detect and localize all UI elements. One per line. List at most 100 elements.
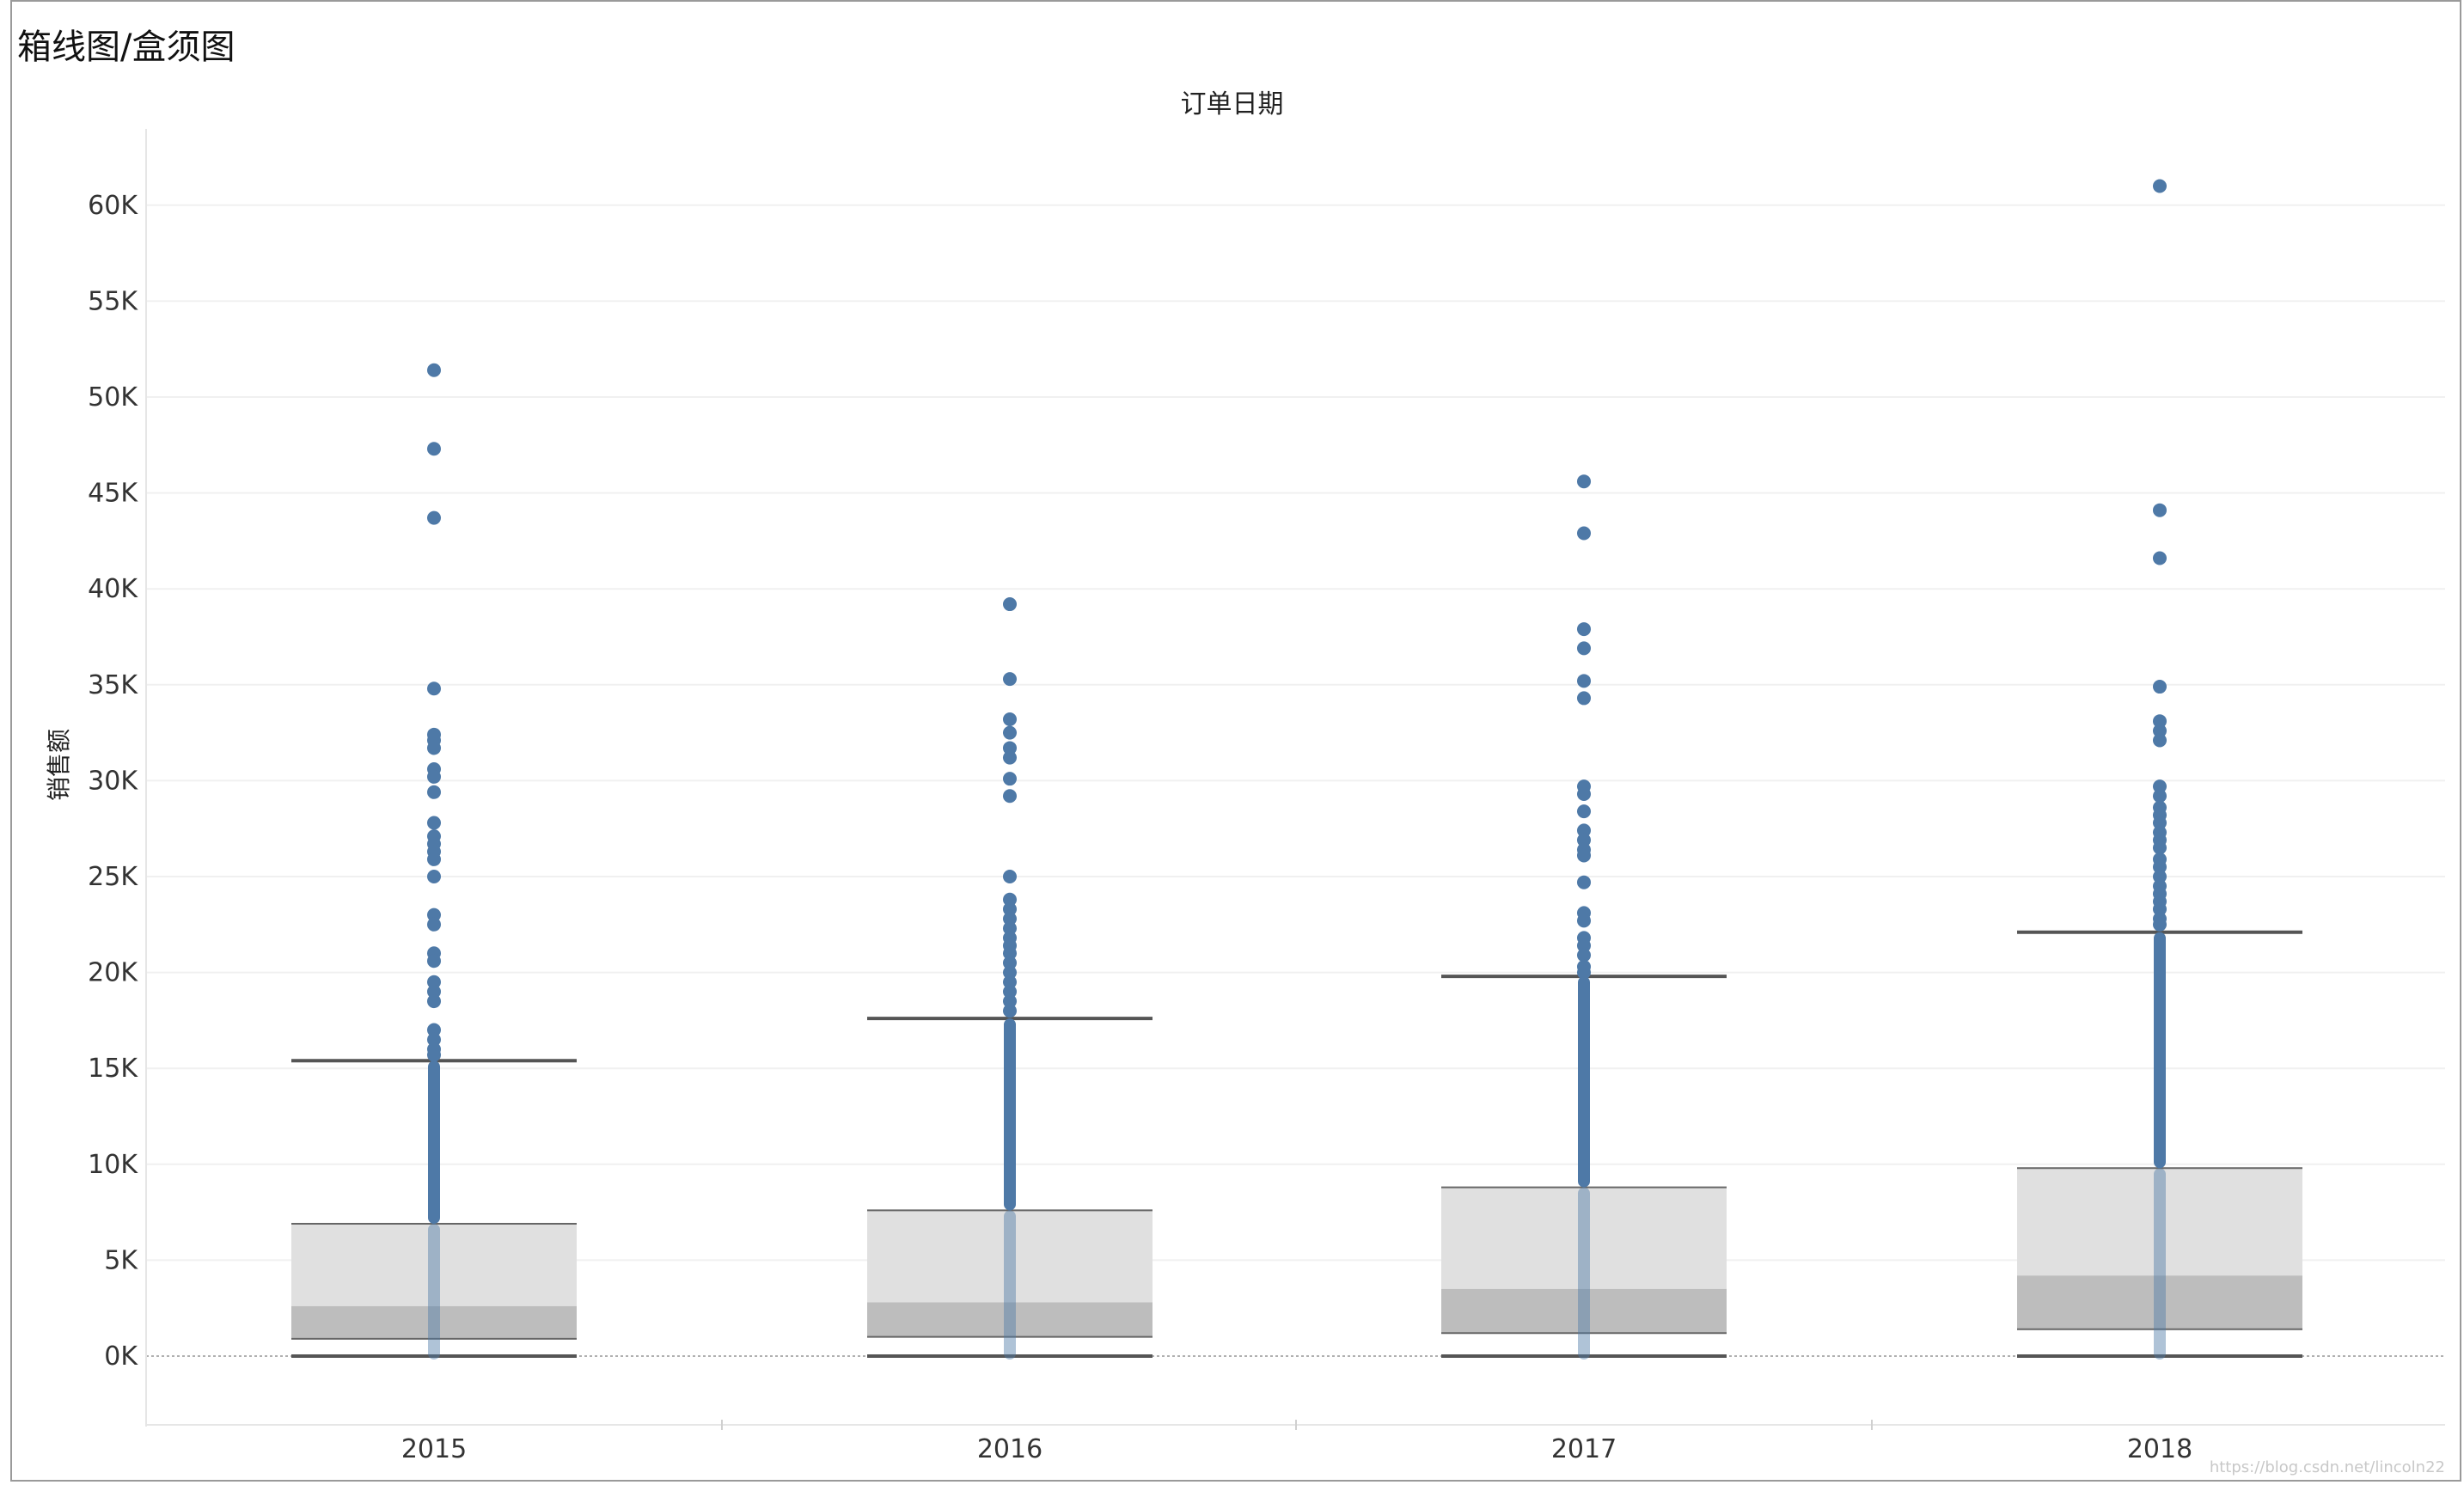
outlier-point-2017-17: [1577, 938, 1591, 953]
y-tick-label-5K: 5K: [104, 1245, 138, 1275]
outlier-point-2015-15: [427, 870, 441, 883]
x-tick-label-2016: 2016: [977, 1434, 1042, 1464]
outlier-point-2016-1: [1003, 672, 1017, 687]
outlier-point-2018-21: [2153, 901, 2167, 916]
outlier-point-2015-1: [427, 442, 441, 456]
outlier-point-2017-10: [1577, 833, 1591, 847]
outlier-point-2018-8: [2153, 789, 2167, 804]
outlier-point-2015-2: [427, 510, 441, 525]
outlier-point-2015-8: [427, 769, 441, 784]
outlier-point-2016-15: [1003, 946, 1017, 961]
outlier-point-2017-20: [1577, 965, 1591, 980]
box-lower-2018: [2017, 1275, 2302, 1329]
boxes: [291, 930, 2302, 1358]
outlier-point-2016-21: [1003, 1004, 1017, 1018]
outlier-point-2018-6: [2153, 733, 2167, 748]
outlier-point-2018-0: [2153, 179, 2167, 193]
outlier-point-2017-13: [1577, 875, 1591, 889]
outlier-point-2016-18: [1003, 975, 1017, 989]
outlier-point-2016-7: [1003, 789, 1017, 804]
point-strip-inbox-2018: [2154, 1168, 2166, 1360]
y-tick-label-50K: 50K: [88, 382, 138, 412]
box-upper-2015: [291, 1223, 577, 1306]
outlier-point-2017-3: [1577, 641, 1591, 656]
point-strip-2018: [2154, 932, 2166, 1169]
outlier-point-2016-4: [1003, 741, 1017, 755]
outlier-point-2015-23: [427, 1023, 441, 1037]
outlier-point-2015-16: [427, 908, 441, 922]
point-strip-2017: [1578, 976, 1590, 1188]
outlier-point-2016-5: [1003, 750, 1017, 765]
box-upper-2017: [1441, 1187, 1727, 1289]
y-tick-label-15K: 15K: [88, 1054, 138, 1084]
y-tick-label-45K: 45K: [88, 479, 138, 509]
outlier-point-2015-21: [427, 984, 441, 999]
outlier-point-2018-1: [2153, 503, 2167, 517]
outlier-point-2016-9: [1003, 892, 1017, 907]
outlier-point-2017-15: [1577, 914, 1591, 928]
box-lower-2015: [291, 1305, 577, 1339]
outlier-point-2017-4: [1577, 674, 1591, 688]
outlier-point-2016-8: [1003, 870, 1017, 883]
x-tick-label-2018: 2018: [2127, 1434, 2192, 1464]
outlier-point-2015-3: [427, 681, 441, 696]
point-strip-inbox-2015: [428, 1223, 440, 1360]
outlier-point-2016-12: [1003, 921, 1017, 936]
point-strip-2016: [1004, 1018, 1016, 1211]
outlier-point-2015-9: [427, 785, 441, 799]
outlier-point-2018-16: [2153, 859, 2167, 874]
outlier-point-2015-22: [427, 994, 441, 1009]
y-tick-label-60K: 60K: [88, 191, 138, 221]
outlier-point-2015-19: [427, 954, 441, 969]
outlier-point-2016-0: [1003, 597, 1017, 612]
outlier-point-2015-26: [427, 1048, 441, 1062]
box-lower-2017: [1441, 1288, 1727, 1334]
outlier-point-2017-18: [1577, 948, 1591, 962]
outlier-point-2016-10: [1003, 901, 1017, 916]
y-tick-label-20K: 20K: [88, 958, 138, 988]
outlier-point-2017-0: [1577, 474, 1591, 489]
y-tick-label-10K: 10K: [88, 1150, 138, 1180]
box-lower-2016: [867, 1302, 1153, 1337]
y-tick-label-25K: 25K: [88, 862, 138, 892]
outlier-point-2016-2: [1003, 712, 1017, 726]
outlier-point-2015-10: [427, 816, 441, 830]
outlier-point-2017-9: [1577, 823, 1591, 838]
y-tick-label-30K: 30K: [88, 766, 138, 796]
outlier-point-2017-5: [1577, 691, 1591, 706]
outlier-point-2018-23: [2153, 917, 2167, 932]
watermark: https://blog.csdn.net/lincoln22: [2209, 1458, 2445, 1476]
outlier-point-2018-3: [2153, 680, 2167, 694]
outlier-point-2017-12: [1577, 848, 1591, 863]
outlier-point-2016-3: [1003, 725, 1017, 740]
y-axis-ticks: 0K 5K 10K 15K 20K 25K 30K 35K 40K 45K 50K 55K 60K: [88, 191, 138, 1372]
outlier-point-2015-20: [427, 975, 441, 989]
outlier-point-2018-7: [2153, 779, 2167, 794]
box-upper-2018: [2017, 1168, 2302, 1276]
outlier-point-2017-7: [1577, 787, 1591, 802]
gridlines: [145, 129, 2445, 1430]
outlier-point-2018-5: [2153, 724, 2167, 738]
y-tick-label-35K: 35K: [88, 670, 138, 700]
outlier-point-2016-19: [1003, 984, 1017, 999]
outlier-point-2017-2: [1577, 622, 1591, 637]
point-strip-inbox-2016: [1004, 1210, 1016, 1360]
column-header: 订单日期: [1180, 89, 1284, 119]
box-upper-2016: [867, 1210, 1153, 1303]
outlier-point-2017-8: [1577, 804, 1591, 819]
x-axis-ticks: 2015 2016 2017 2018: [401, 1434, 2192, 1464]
y-tick-label-40K: 40K: [88, 574, 138, 604]
point-strip-inbox-2017: [1578, 1187, 1590, 1360]
outlier-point-2015-0: [427, 363, 441, 377]
data-points: [427, 179, 2167, 1360]
y-tick-label-55K: 55K: [88, 286, 138, 316]
outlier-point-2015-14: [427, 852, 441, 866]
outlier-point-2016-17: [1003, 965, 1017, 980]
y-tick-label-0K: 0K: [104, 1341, 138, 1372]
outlier-point-2018-2: [2153, 551, 2167, 565]
outlier-point-2015-17: [427, 917, 441, 932]
x-tick-label-2017: 2017: [1551, 1434, 1617, 1464]
outlier-point-2015-6: [427, 741, 441, 755]
outlier-point-2017-1: [1577, 526, 1591, 541]
